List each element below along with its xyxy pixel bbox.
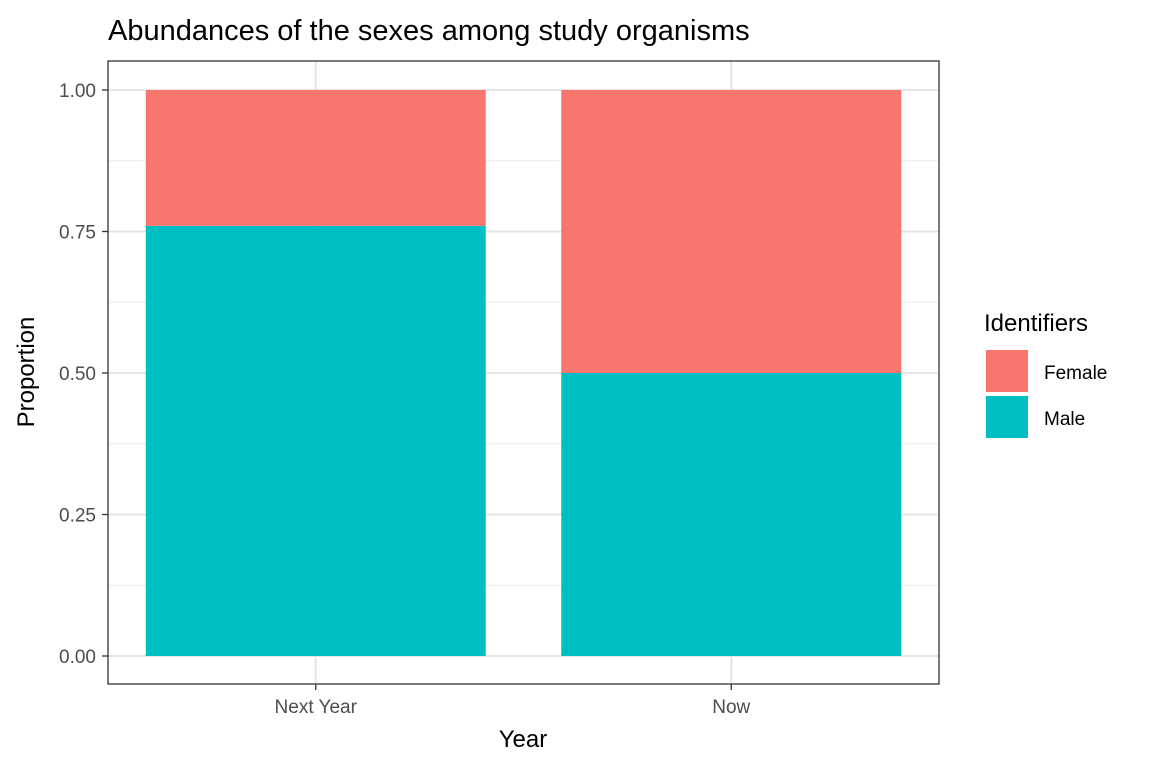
x-axis-label: Year bbox=[499, 726, 548, 753]
bars bbox=[145, 90, 902, 656]
y-tick-label: 0.00 bbox=[59, 647, 96, 668]
bar-male bbox=[145, 225, 486, 656]
legend-key-male bbox=[986, 396, 1028, 438]
y-tick-label: 0.50 bbox=[59, 364, 96, 385]
chart-title: Abundances of the sexes among study orga… bbox=[108, 15, 750, 47]
bar-female bbox=[145, 90, 486, 226]
legend-label: Female bbox=[1044, 363, 1107, 384]
x-axis: Next Year Now bbox=[275, 684, 751, 718]
legend-label: Male bbox=[1044, 409, 1085, 430]
y-tick-label: 0.25 bbox=[59, 506, 96, 527]
legend-title: Identifiers bbox=[984, 310, 1088, 337]
x-tick-label: Now bbox=[712, 697, 750, 718]
y-tick-label: 0.75 bbox=[59, 223, 96, 244]
y-axis: 0.00 0.25 0.50 0.75 1.00 bbox=[59, 81, 108, 668]
bar-female bbox=[561, 90, 902, 373]
y-axis-label: Proportion bbox=[13, 317, 40, 428]
legend: Identifiers Female Male bbox=[984, 310, 1107, 438]
legend-key-female bbox=[986, 350, 1028, 392]
y-tick-label: 1.00 bbox=[59, 81, 96, 102]
x-tick-label: Next Year bbox=[275, 697, 358, 718]
bar-male bbox=[561, 373, 902, 656]
